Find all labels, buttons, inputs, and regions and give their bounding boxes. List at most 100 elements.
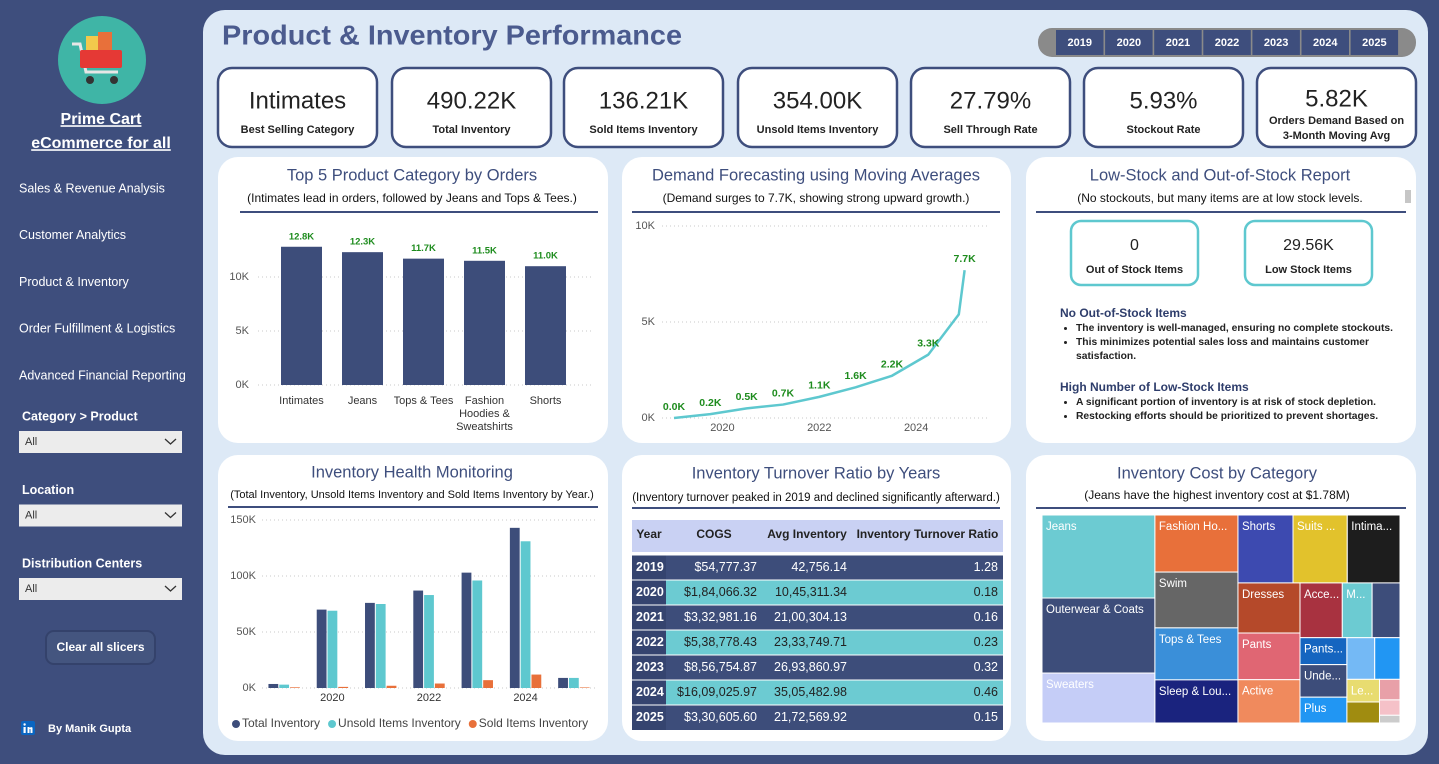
tile-label: Outerwear & Coats — [1046, 604, 1144, 616]
icon-part — [27, 727, 33, 733]
bar — [472, 580, 483, 688]
column-header: Year — [636, 527, 662, 541]
nav-item[interactable]: Advanced Financial Reporting — [19, 368, 186, 382]
year-button[interactable] — [1203, 30, 1251, 55]
year-cell — [632, 655, 666, 680]
nav-item[interactable]: Customer Analytics — [19, 228, 126, 242]
year-button[interactable] — [1350, 30, 1399, 55]
bar — [434, 683, 445, 688]
tile-label: Sweaters — [1046, 679, 1094, 691]
kpi-value: Intimates — [249, 87, 346, 114]
year-button[interactable] — [1252, 30, 1300, 55]
logo-box — [86, 36, 98, 52]
table-cell: $3,32,981.16 — [684, 610, 757, 624]
icon-part — [23, 723, 26, 726]
bar — [461, 572, 472, 688]
nav-item[interactable]: Product & Inventory — [19, 275, 130, 289]
data-label: 0.0K — [663, 401, 686, 413]
panel-title: Demand Forecasting using Moving Averages — [652, 166, 980, 184]
treemap-tile — [1154, 679, 1239, 724]
treemap-tile — [1341, 582, 1373, 639]
bar — [413, 590, 424, 688]
filter-label: Location — [22, 483, 74, 497]
legend-label: Sold Items Inventory — [479, 716, 588, 730]
tile-label: Suits ... — [1297, 521, 1335, 533]
table-cell: $1,84,066.32 — [684, 585, 757, 599]
filter-label: Category > Product — [22, 409, 138, 423]
dropdown-chevron — [164, 512, 177, 519]
icon-part — [23, 727, 26, 733]
x-tick-label-box: 2020 — [320, 692, 344, 704]
table-cell: 0.46 — [974, 685, 998, 699]
treemap-tile — [1237, 632, 1301, 681]
x-tick-label-box: Intimates — [279, 395, 324, 407]
nav-item[interactable]: Sales & Revenue Analysis — [19, 181, 165, 195]
x-tick-label: Tops & Tees — [393, 395, 454, 407]
year-button-label[interactable]: 2019 — [1068, 37, 1092, 49]
year-button-label[interactable]: 2020 — [1117, 37, 1141, 49]
data-label: 2.2K — [881, 359, 904, 371]
treemap-tile — [1041, 672, 1156, 724]
linkedin-icon — [21, 721, 35, 735]
x-tick-label-box: Fashion Hoodies & Sweatshirts — [456, 395, 513, 433]
filter-dropdown[interactable] — [19, 431, 182, 453]
treemap-tile — [1378, 714, 1401, 724]
note-bullets: The inventory is well-managed, ensuring … — [1058, 322, 1414, 364]
line — [673, 269, 966, 420]
panel — [622, 157, 1011, 443]
year-cell — [632, 580, 666, 605]
table-cell: 0.15 — [974, 710, 998, 724]
bar — [525, 266, 566, 385]
filter-dropdown[interactable] — [19, 578, 182, 600]
note-bullet: A significant portion of inventory is at… — [1076, 396, 1414, 410]
x-tick-label-box-body: Tops & Tees — [394, 395, 454, 408]
year-button-label[interactable]: 2024 — [1313, 37, 1338, 49]
year-button[interactable] — [1154, 30, 1202, 55]
y-tick-label: 0K — [236, 379, 250, 391]
year-button-label[interactable]: 2025 — [1362, 37, 1386, 49]
kpi-card — [736, 66, 899, 149]
report-notes: No Out-of-Stock Items The inventory is we… — [1058, 305, 1414, 435]
clear-button-label[interactable]: Clear all slicers — [56, 640, 144, 654]
treemap-tile — [1346, 701, 1380, 724]
y-tick-label: 0K — [243, 682, 257, 694]
table-cell: 21,00,304.13 — [774, 610, 847, 624]
logo-wheel — [86, 76, 94, 84]
clear-button[interactable] — [45, 630, 156, 665]
bar — [424, 595, 434, 688]
dropdown-chevron — [164, 438, 177, 445]
table-cell: $3,30,605.60 — [684, 710, 757, 724]
year-button[interactable] — [1301, 30, 1350, 55]
note-bullet: Restocking efforts should be prioritized… — [1076, 410, 1414, 424]
year-button[interactable] — [1105, 30, 1153, 55]
table-cell: $54,777.37 — [694, 560, 757, 574]
filter-dropdown[interactable] — [19, 504, 182, 527]
kpi-value: 27.79% — [950, 87, 1031, 114]
panel-title: Inventory Turnover Ratio by Years — [692, 464, 941, 482]
year-button[interactable] — [1056, 30, 1104, 55]
year-button-label[interactable]: 2023 — [1264, 37, 1288, 49]
table-cell: 2024 — [636, 685, 664, 699]
legend-label: Unsold Items Inventory — [338, 716, 461, 730]
year-button-label[interactable]: 2022 — [1215, 37, 1239, 49]
x-tick-label: Intimates — [279, 395, 324, 407]
data-label: 1.1K — [808, 380, 831, 392]
table-cell: 2022 — [636, 635, 664, 649]
year-button-label[interactable]: 2021 — [1166, 37, 1190, 49]
tile-label: Le... — [1351, 685, 1373, 697]
nav-item[interactable]: Order Fulfillment & Logistics — [19, 322, 175, 336]
bar — [290, 687, 300, 688]
kpi-label: Stockout Rate — [1127, 124, 1201, 136]
panel-subtitle: (Intimates lead in orders, followed by J… — [247, 191, 577, 205]
data-label: 12.8K — [289, 231, 314, 242]
treemap-tile — [1299, 696, 1348, 724]
tile-label: Shorts — [1242, 521, 1275, 533]
logo-wheel — [110, 76, 118, 84]
bar — [509, 527, 520, 688]
panel-title: Top 5 Product Category by Orders — [287, 166, 537, 184]
x-tick-label-box: 2022 — [417, 692, 441, 704]
stock-card-label: Low Stock Items — [1265, 264, 1352, 276]
panel-subtitle: (No stockouts, but many items are at low… — [1077, 191, 1362, 205]
bar — [568, 677, 579, 688]
